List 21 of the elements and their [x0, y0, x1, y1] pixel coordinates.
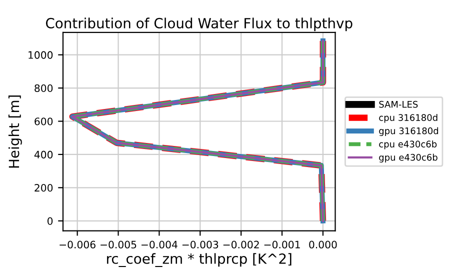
x-tick-label: −0.006	[60, 240, 96, 248]
legend-label: gpu e430c6b	[379, 154, 438, 162]
x-tick-label: −0.001	[264, 240, 300, 248]
y-tick-label: 800	[34, 84, 53, 92]
y-tick-label: 0	[47, 217, 53, 225]
x-tick-label: −0.003	[182, 240, 218, 248]
x-tick-label: 0.000	[309, 240, 337, 248]
legend-label: SAM-LES	[379, 100, 418, 108]
x-axis-title: rc_coef_zm * thlprcp [K^2]	[107, 253, 292, 267]
y-tick-label: 400	[34, 150, 53, 158]
y-tick-label: 200	[34, 184, 53, 192]
chart-title: Contribution of Cloud Water Flux to thlpthvp	[46, 18, 352, 32]
y-tick-label: 1000	[28, 51, 53, 59]
y-tick-label: 600	[34, 118, 53, 126]
legend-label: gpu 316180d	[379, 127, 438, 136]
x-tick-label: −0.004	[142, 240, 178, 248]
legend-label: cpu 316180d	[379, 114, 438, 123]
y-axis-title: Height [m]	[8, 95, 22, 168]
x-tick-label: −0.002	[223, 240, 259, 248]
legend-label: cpu e430c6b	[379, 140, 437, 150]
x-tick-label: −0.005	[100, 240, 136, 248]
